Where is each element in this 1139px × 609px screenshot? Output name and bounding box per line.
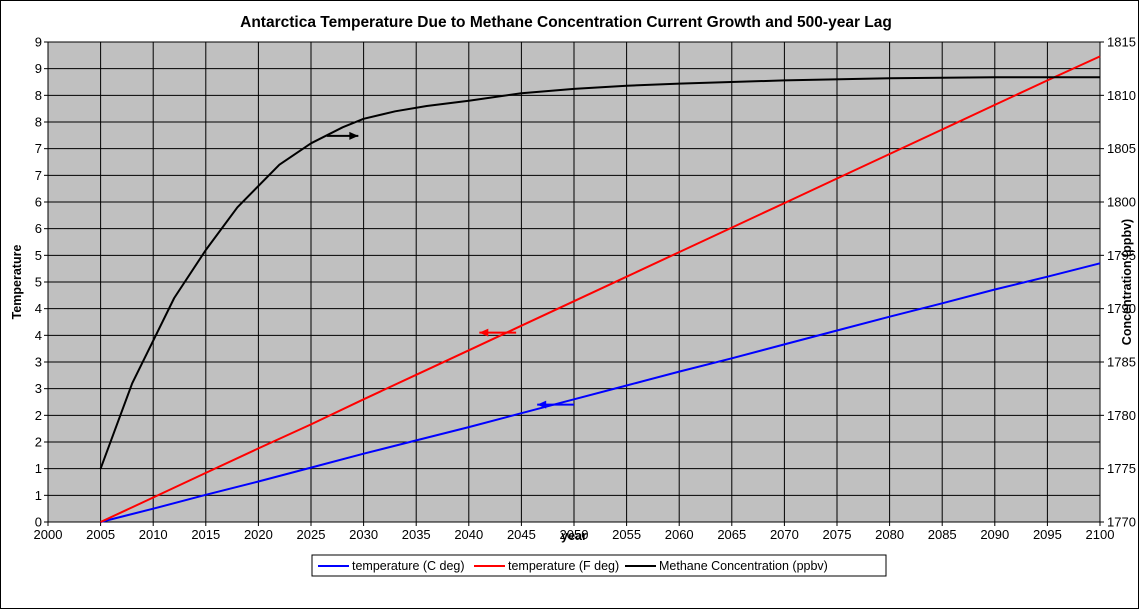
legend-label-methane: Methane Concentration (ppbv) — [659, 559, 828, 573]
annotations — [326, 131, 574, 409]
y-tick-label: 4 — [35, 301, 42, 316]
x-tick-label: 2095 — [1033, 527, 1062, 542]
y-tick-label: 5 — [35, 248, 42, 263]
x-tick-label: 2085 — [928, 527, 957, 542]
y-tick-label: 5 — [35, 275, 42, 290]
y-tick-label: 1 — [35, 461, 42, 476]
y-tick-label: 3 — [35, 381, 42, 396]
y2-tick-label: 1780 — [1107, 408, 1136, 423]
series-line-temperature-c — [100, 262, 1101, 523]
x-tick-label: 2040 — [454, 527, 483, 542]
y-tick-label: 0 — [35, 515, 42, 530]
tick-labels: 2000 2005 2010 2015 2020 2025 2030 2035 2040 2045… — [34, 35, 1136, 543]
x-tick-label: 2055 — [612, 527, 641, 542]
x-tick-label: 2080 — [875, 527, 904, 542]
y-tick-label: 9 — [35, 61, 42, 76]
y2-tick-label: 1790 — [1107, 301, 1136, 316]
y-tick-label: 2 — [35, 435, 42, 450]
x-tick-label: 2070 — [770, 527, 799, 542]
grid — [44, 41, 1104, 526]
legend-box — [311, 554, 887, 577]
x-tick-label: 2005 — [86, 527, 115, 542]
x-tick-label: 2060 — [665, 527, 694, 542]
y2-tick-label: 1785 — [1107, 355, 1136, 370]
series-layer — [99, 55, 1101, 523]
annotation-arrow-head — [479, 328, 489, 337]
y-tick-label: 4 — [35, 328, 42, 343]
x-tick-label: 2025 — [297, 527, 326, 542]
y2-tick-label: 1795 — [1107, 248, 1136, 263]
x-tick-label: 2100 — [1086, 527, 1115, 542]
x-tick-label: 2090 — [980, 527, 1009, 542]
x-tick-label: 2075 — [823, 527, 852, 542]
series-line-methane — [99, 76, 1100, 470]
y-tick-label: 7 — [35, 141, 42, 156]
y-tick-label: 6 — [35, 195, 42, 210]
y-tick-label: 7 — [35, 168, 42, 183]
y2-axis-title: Concentration (ppbv) — [1120, 219, 1134, 345]
x-tick-label: 2020 — [244, 527, 273, 542]
x-tick-label: 2030 — [349, 527, 378, 542]
legend-label-temperature-f: temperature (F deg) — [508, 559, 619, 573]
series-line-temperature-f — [100, 55, 1101, 523]
y-tick-label: 3 — [35, 355, 42, 370]
y-axis-title: Temperature — [10, 245, 24, 320]
y-tick-label: 8 — [35, 115, 42, 130]
x-tick-label: 2035 — [402, 527, 431, 542]
annotation-arrow-head — [537, 400, 547, 409]
legend-label-temperature-c: temperature (C deg) — [352, 559, 465, 573]
annotation-arrow-head — [349, 131, 359, 140]
x-tick-label: 2065 — [717, 527, 746, 542]
x-tick-label: 2000 — [34, 527, 63, 542]
x-tick-label: 2015 — [191, 527, 220, 542]
y-tick-label: 2 — [35, 408, 42, 423]
y2-tick-label: 1770 — [1107, 515, 1136, 530]
y2-tick-label: 1815 — [1107, 35, 1136, 50]
y2-tick-label: 1810 — [1107, 88, 1136, 103]
chart-title: Antarctica Temperature Due to Methane Co… — [240, 14, 892, 31]
x-tick-label: 2050 — [560, 527, 589, 542]
y2-tick-label: 1805 — [1107, 141, 1136, 156]
y2-tick-label: 1775 — [1107, 461, 1136, 476]
x-axis-title: year — [561, 529, 587, 543]
x-tick-label: 2045 — [507, 527, 536, 542]
y-tick-label: 8 — [35, 88, 42, 103]
legend: temperature (C deg) temperature (F deg) … — [311, 554, 887, 577]
y-tick-label: 9 — [35, 35, 42, 50]
y-tick-label: 1 — [35, 488, 42, 503]
y-tick-label: 6 — [35, 221, 42, 236]
y2-tick-label: 1800 — [1107, 195, 1136, 210]
x-tick-label: 2010 — [139, 527, 168, 542]
